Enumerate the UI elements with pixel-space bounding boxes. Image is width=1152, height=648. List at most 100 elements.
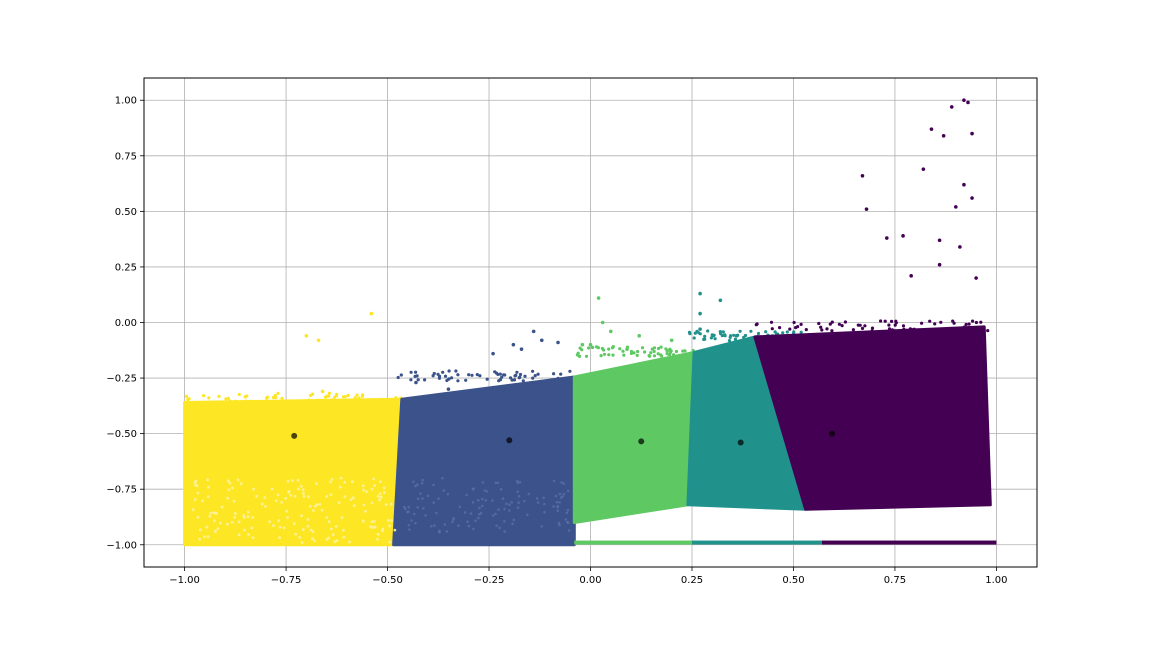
data-point — [323, 395, 328, 399]
data-point — [209, 511, 213, 515]
data-point — [517, 494, 521, 498]
data-point — [567, 376, 571, 380]
data-point — [475, 373, 479, 377]
data-point — [539, 338, 544, 343]
data-point — [408, 528, 411, 531]
data-point — [270, 487, 274, 491]
data-point — [518, 372, 523, 377]
data-point — [851, 328, 856, 332]
data-point — [457, 524, 460, 527]
data-point — [643, 350, 647, 354]
data-point — [864, 207, 869, 211]
data-point — [443, 523, 447, 526]
data-point — [781, 331, 785, 335]
data-point — [416, 497, 420, 501]
data-point — [247, 533, 251, 536]
data-point — [430, 524, 433, 528]
data-point — [602, 352, 607, 356]
data-point — [346, 393, 350, 397]
data-point — [318, 502, 322, 506]
data-point — [311, 530, 315, 534]
data-point — [799, 322, 803, 326]
data-point — [450, 376, 454, 380]
data-point — [234, 399, 238, 403]
data-point — [378, 498, 381, 502]
data-point — [558, 492, 562, 496]
data-point — [622, 353, 626, 357]
data-point — [196, 515, 200, 519]
data-point — [421, 478, 425, 482]
data-point — [901, 234, 905, 238]
data-point — [309, 528, 313, 532]
data-point — [284, 496, 288, 500]
data-point — [410, 519, 413, 522]
data-point — [276, 391, 280, 395]
data-point — [562, 482, 566, 485]
data-point — [329, 480, 332, 484]
data-point — [244, 399, 248, 403]
data-point — [212, 511, 216, 515]
data-point — [974, 320, 979, 325]
bottom-band-points — [574, 540, 692, 545]
data-point — [207, 485, 210, 489]
data-point — [637, 334, 642, 338]
data-point — [485, 490, 489, 493]
data-point — [273, 393, 277, 397]
data-point — [674, 349, 679, 354]
data-point — [588, 342, 593, 347]
data-point — [201, 400, 205, 405]
data-point — [890, 319, 894, 323]
data-point — [552, 372, 556, 376]
data-point — [350, 480, 354, 484]
data-point — [587, 346, 591, 350]
data-point — [196, 491, 200, 495]
data-point — [887, 327, 892, 331]
data-point — [191, 508, 195, 512]
data-point — [525, 513, 529, 517]
data-point — [756, 331, 761, 336]
data-point — [508, 503, 511, 507]
data-point — [632, 351, 636, 355]
data-point — [503, 530, 506, 533]
data-point — [567, 529, 571, 532]
data-point — [423, 378, 427, 382]
data-point — [825, 327, 829, 331]
data-point — [394, 396, 398, 400]
data-point — [599, 354, 603, 358]
data-point — [521, 379, 525, 383]
data-point — [406, 510, 409, 514]
data-point — [382, 400, 386, 404]
data-point — [339, 476, 343, 480]
data-point — [299, 484, 303, 488]
cluster-2 — [392, 329, 576, 547]
data-point — [554, 494, 558, 498]
data-point — [497, 379, 501, 383]
data-point — [514, 373, 518, 377]
data-point — [251, 516, 255, 519]
data-point — [230, 520, 234, 524]
centroid-markers — [291, 430, 836, 446]
data-point — [964, 322, 968, 327]
data-point — [556, 505, 560, 509]
data-point — [393, 528, 397, 532]
data-point — [333, 540, 337, 544]
data-point — [360, 394, 364, 398]
data-point — [351, 496, 355, 500]
data-point — [727, 339, 732, 343]
data-point — [635, 353, 639, 357]
data-point — [208, 514, 212, 518]
data-point — [837, 322, 842, 326]
data-point — [250, 526, 254, 530]
data-point — [364, 509, 367, 513]
data-point — [220, 505, 224, 509]
data-point — [954, 205, 958, 209]
data-point — [560, 481, 563, 484]
data-point — [342, 535, 346, 539]
data-point — [531, 369, 535, 373]
data-point — [213, 529, 217, 533]
data-point — [497, 508, 500, 511]
data-point — [962, 182, 966, 187]
data-point — [441, 370, 445, 374]
data-point — [286, 479, 290, 483]
data-point — [454, 369, 458, 373]
